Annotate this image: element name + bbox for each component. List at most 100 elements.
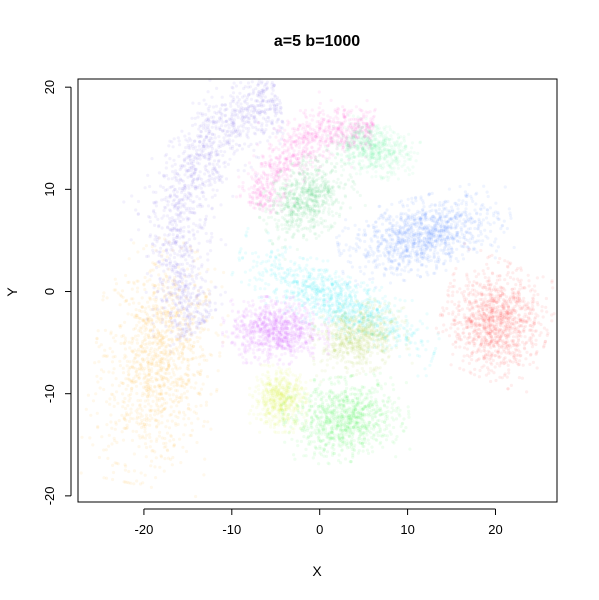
data-point [204, 180, 208, 184]
data-point [134, 313, 138, 317]
data-point [160, 396, 164, 400]
data-point [326, 119, 330, 123]
data-point [138, 436, 142, 440]
data-point [184, 382, 188, 386]
data-point [138, 349, 143, 353]
data-point [334, 133, 339, 137]
data-point [286, 205, 290, 209]
data-point [214, 331, 218, 335]
data-point [173, 275, 177, 280]
data-point [157, 331, 161, 335]
data-point [167, 361, 171, 366]
data-point [203, 223, 207, 227]
data-point [128, 360, 132, 364]
data-point [154, 418, 159, 422]
data-point [280, 223, 284, 227]
data-point [301, 122, 305, 126]
data-point [247, 126, 251, 131]
data-point [158, 392, 163, 396]
data-point [158, 362, 163, 366]
data-point [210, 195, 214, 199]
data-point [172, 306, 176, 310]
data-point [207, 155, 211, 159]
data-point [132, 452, 136, 456]
data-point [261, 209, 265, 213]
data-point [126, 370, 130, 374]
data-point [236, 115, 240, 120]
data-point [317, 90, 321, 94]
data-point [272, 148, 276, 152]
data-point [135, 415, 139, 419]
cluster-1 [79, 236, 230, 499]
data-point [278, 142, 282, 146]
data-point [137, 422, 141, 426]
data-point [137, 347, 141, 351]
data-point [137, 228, 141, 232]
data-point [213, 193, 217, 197]
data-point [128, 396, 132, 400]
data-point [152, 290, 156, 294]
data-point [253, 114, 257, 118]
data-point [219, 203, 223, 207]
data-point [135, 290, 139, 294]
data-point [308, 207, 313, 211]
data-point [310, 146, 314, 150]
data-point [364, 150, 368, 154]
data-point [392, 144, 396, 148]
data-point [300, 172, 304, 176]
data-point [222, 136, 226, 140]
data-point [198, 372, 202, 376]
data-point [152, 284, 156, 288]
data-point [294, 133, 298, 137]
data-point [139, 382, 143, 386]
data-point [127, 340, 131, 344]
data-point [174, 335, 178, 339]
data-point [289, 194, 293, 198]
data-point [148, 340, 152, 344]
data-point [358, 172, 362, 176]
data-point [148, 220, 152, 224]
data-point [242, 189, 246, 193]
data-point [102, 291, 106, 295]
data-point [110, 442, 114, 446]
data-point [293, 205, 297, 209]
data-point [344, 182, 348, 186]
data-point [162, 469, 166, 473]
data-point [392, 131, 396, 135]
data-point [302, 154, 306, 158]
data-point [317, 154, 321, 158]
data-point [177, 377, 181, 382]
data-point [186, 373, 190, 377]
data-point [219, 107, 223, 111]
data-point [264, 128, 268, 132]
data-point [287, 152, 291, 156]
data-point [161, 408, 165, 412]
data-point [165, 368, 169, 372]
data-point [120, 430, 124, 434]
data-point [412, 151, 416, 155]
data-point [168, 397, 172, 401]
data-point [204, 294, 209, 298]
data-point [144, 445, 149, 450]
data-point [168, 439, 172, 443]
data-point [365, 143, 369, 147]
data-point [182, 252, 186, 256]
data-point [160, 436, 164, 440]
data-point [304, 156, 308, 160]
data-point [127, 377, 131, 381]
data-point [102, 448, 106, 452]
data-point [392, 140, 396, 144]
data-point [268, 208, 272, 212]
data-point [171, 393, 175, 397]
data-point [142, 347, 146, 351]
data-point [112, 404, 116, 408]
data-point [168, 413, 172, 417]
data-point [263, 95, 267, 99]
data-point [140, 351, 144, 355]
data-point [152, 325, 156, 329]
data-point [209, 427, 213, 431]
data-point [359, 116, 363, 121]
data-point [192, 315, 196, 319]
data-point [342, 115, 346, 119]
data-point [148, 409, 152, 413]
